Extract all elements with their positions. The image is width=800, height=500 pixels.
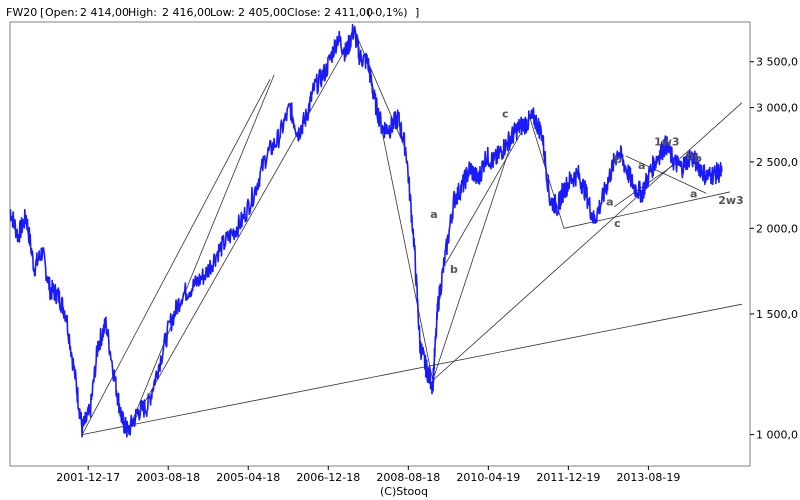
header-symbol: FW20 (6, 6, 37, 19)
y-tick-label: 2 500,0 (756, 156, 798, 169)
wave-label: b (686, 150, 694, 163)
plot-frame (9, 21, 751, 467)
x-tick-label: 2013-08-19 (616, 471, 680, 484)
x-tick-label: 2006-12-18 (296, 471, 360, 484)
header-change: (-0,1%) (367, 6, 408, 19)
trend-line (127, 41, 351, 432)
y-tick-label: 3 000,0 (756, 102, 798, 115)
wave-label: b (614, 153, 622, 166)
x-tick-label: 2008-08-18 (376, 471, 440, 484)
trend-line (625, 155, 707, 194)
price-line (9, 23, 723, 438)
header-high-value: 2 416,00 (162, 6, 211, 19)
y-tick-label: 2 000,0 (756, 222, 798, 235)
trend-line (82, 303, 743, 436)
header-close-value: 2 411,00 (324, 6, 373, 19)
header-bracket-close: ] (415, 6, 419, 19)
wave-label: c (614, 217, 621, 230)
trend-line (353, 29, 407, 151)
wave-label: b (450, 263, 458, 276)
trend-line (563, 191, 730, 229)
trend-line (432, 102, 743, 381)
trend-line (432, 122, 519, 381)
header-open-label: Open: (45, 6, 78, 19)
trend-line (127, 74, 275, 432)
header-low-value: 2 405,00 (238, 6, 287, 19)
wave-label: c (502, 108, 509, 121)
x-tick-label: 2011-12-19 (536, 471, 600, 484)
x-tick-label: 2003-08-18 (136, 471, 200, 484)
x-tick-label: 2010-04-19 (456, 471, 520, 484)
header-bracket-open: [ (40, 6, 44, 19)
header-open-value: 2 414,00 (80, 6, 129, 19)
wave-label: a (690, 187, 697, 200)
header-low-label: Low: (210, 6, 235, 19)
trend-line (445, 117, 531, 264)
header-high-label: High: (128, 6, 157, 19)
wave-label: a (606, 195, 613, 208)
y-tick-label: 1 500,0 (756, 308, 798, 321)
wave-label: a (638, 159, 645, 172)
x-tick-label: 2001-12-17 (56, 471, 120, 484)
wave-label: 2w3 (718, 194, 743, 207)
x-tick-label: 2005-04-18 (216, 471, 280, 484)
wave-label: b (694, 152, 702, 165)
y-tick-label: 3 500,0 (756, 56, 798, 69)
wave-label: a (430, 208, 437, 221)
y-tick-label: 1 000,0 (756, 429, 798, 442)
wave-label: 1w3 (654, 136, 679, 149)
header-close-label: Close: (287, 6, 321, 19)
footer-source: (C)Stooq (380, 485, 428, 498)
